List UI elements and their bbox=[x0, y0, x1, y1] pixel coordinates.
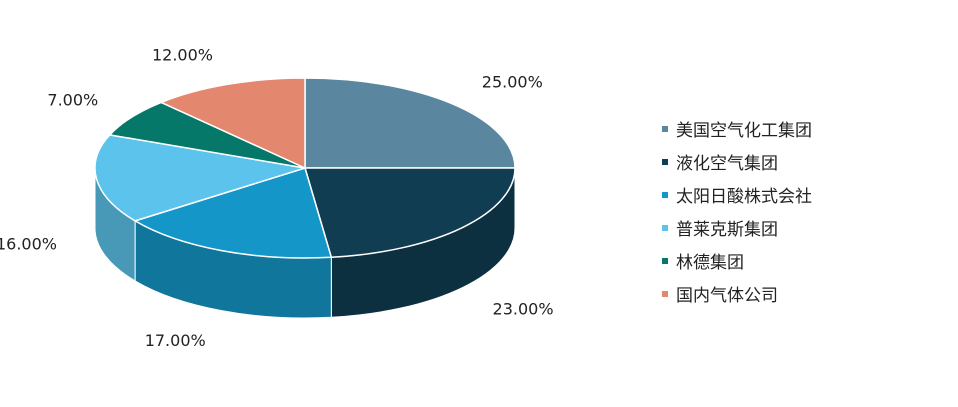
legend: 美国空气化工集团 液化空气集团太阳日酸株式会社 普莱克斯集团 林德集团国内气体公司 bbox=[662, 112, 812, 310]
legend-label: 美国空气化工集团 bbox=[676, 121, 812, 141]
legend-label: 林德集团 bbox=[676, 253, 744, 273]
legend-item: 液化空气集团 bbox=[662, 145, 812, 178]
data-label-2: 17.00% bbox=[145, 331, 206, 350]
legend-label: 太阳日酸株式会社 bbox=[676, 187, 812, 207]
data-label-1: 23.00% bbox=[493, 300, 554, 319]
legend-item: 国内气体公司 bbox=[662, 277, 812, 310]
legend-marker-icon bbox=[662, 158, 668, 165]
data-label-5: 12.00% bbox=[152, 46, 213, 65]
legend-item: 普莱克斯集团 bbox=[662, 211, 812, 244]
legend-label: 国内气体公司 bbox=[676, 286, 778, 306]
legend-marker-icon bbox=[662, 191, 668, 198]
pie-top-faces bbox=[94, 77, 516, 259]
legend-label: 液化空气集团 bbox=[676, 154, 778, 174]
pie-slice-0 bbox=[304, 77, 516, 169]
data-label-3: 16.00% bbox=[0, 234, 57, 253]
legend-item: 美国空气化工集团 bbox=[662, 112, 812, 145]
data-label-4: 7.00% bbox=[47, 90, 98, 109]
legend-item: 林德集团 bbox=[662, 244, 812, 277]
legend-marker-icon bbox=[662, 290, 668, 297]
legend-marker-icon bbox=[662, 125, 668, 132]
pie-slice-5 bbox=[159, 77, 306, 170]
legend-label: 普莱克斯集团 bbox=[676, 220, 778, 240]
pie-slice-2 bbox=[133, 167, 333, 259]
pie-slice-1 bbox=[303, 167, 516, 259]
legend-item: 太阳日酸株式会社 bbox=[662, 178, 812, 211]
legend-marker-icon bbox=[662, 257, 668, 264]
legend-marker-icon bbox=[662, 224, 668, 231]
pie-slice-3 bbox=[94, 134, 306, 222]
data-label-0: 25.00% bbox=[482, 73, 543, 92]
